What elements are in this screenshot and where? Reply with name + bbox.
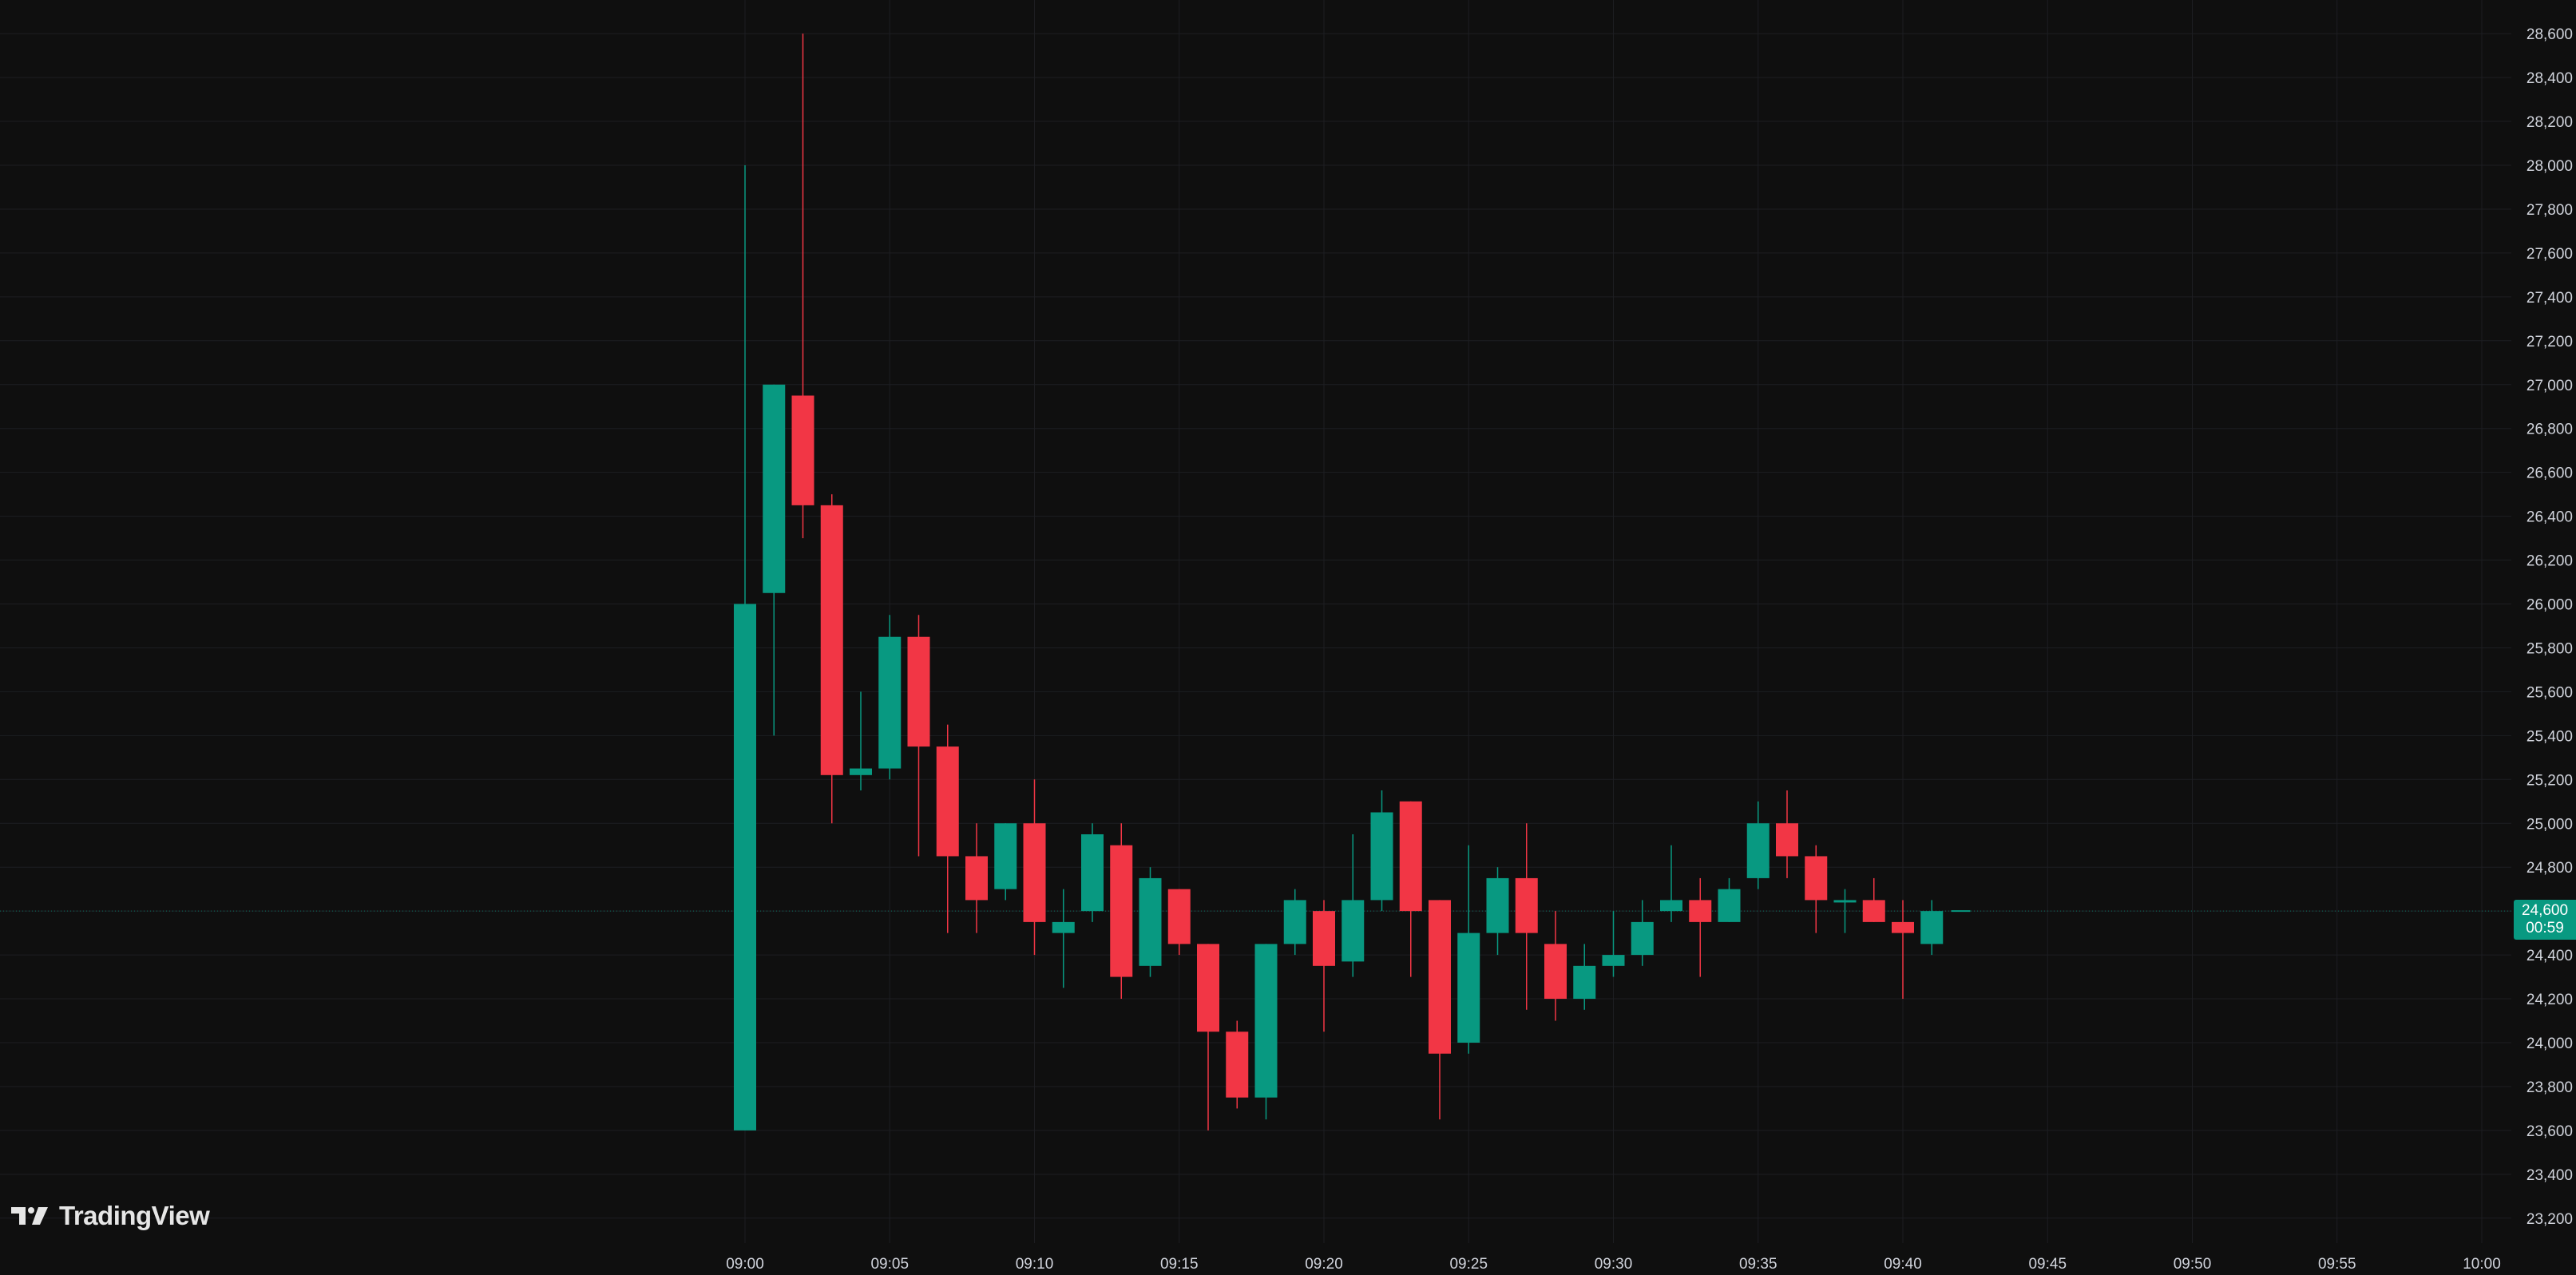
candle-body [1631, 921, 1654, 956]
y-tick-label: 28,000 [2526, 158, 2573, 175]
candle-body [1660, 900, 1682, 912]
x-tick-label: 09:05 [870, 1256, 909, 1273]
candle-body [791, 395, 814, 505]
y-tick-label: 27,800 [2526, 202, 2573, 219]
y-tick-label: 24,200 [2526, 992, 2573, 1008]
candle-body [1226, 1031, 1249, 1098]
y-tick-label: 23,200 [2526, 1211, 2573, 1228]
candle-body [1602, 955, 1625, 966]
candle-body [1342, 900, 1365, 962]
y-tick-label: 27,600 [2526, 246, 2573, 263]
y-tick-label: 28,400 [2526, 70, 2573, 87]
candle-body [1197, 944, 1219, 1032]
y-tick-label: 26,200 [2526, 553, 2573, 570]
y-tick-label: 23,400 [2526, 1167, 2573, 1184]
candle-body [1805, 856, 1828, 901]
candle-body [1370, 812, 1393, 901]
candle-body [734, 604, 756, 1130]
x-tick-label: 09:10 [1016, 1256, 1054, 1273]
candle-body [1862, 900, 1885, 922]
candle-body [1399, 801, 1422, 912]
y-tick-label: 25,400 [2526, 728, 2573, 745]
candle-body [1718, 889, 1741, 922]
y-tick-label: 27,400 [2526, 290, 2573, 307]
y-tick-label: 26,600 [2526, 465, 2573, 482]
candle-body [1486, 877, 1509, 933]
x-tick-label: 09:40 [1884, 1256, 1922, 1273]
candle-body [1167, 889, 1191, 944]
candle-body [1023, 823, 1046, 922]
bar-countdown-label: 00:59 [2526, 920, 2564, 937]
x-tick-label: 09:20 [1305, 1256, 1343, 1273]
x-tick-label: 09:35 [1739, 1256, 1777, 1273]
y-tick-label: 26,400 [2526, 509, 2573, 526]
y-tick-label: 24,800 [2526, 860, 2573, 877]
x-tick-label: 09:30 [1595, 1256, 1633, 1273]
candle-body [1689, 900, 1712, 922]
y-tick-label: 25,000 [2526, 816, 2573, 833]
y-tick-label: 27,000 [2526, 378, 2573, 394]
last-price-badge: 24,600 00:59 [2514, 900, 2576, 940]
candle-body [1746, 823, 1770, 878]
y-tick-label: 24,400 [2526, 948, 2573, 964]
y-tick-label: 26,000 [2526, 597, 2573, 614]
candle-body [763, 384, 786, 593]
candle-body [936, 746, 959, 857]
y-tick-label: 28,600 [2526, 26, 2573, 43]
last-price-label: 24,600 [2521, 902, 2569, 920]
tradingview-logo-icon [11, 1207, 48, 1225]
candle-body [1573, 965, 1596, 1000]
x-tick-label: 09:00 [726, 1256, 764, 1273]
x-tick-label: 09:55 [2318, 1256, 2356, 1273]
candle-body [1544, 944, 1567, 1000]
y-tick-label: 24,000 [2526, 1035, 2573, 1052]
candle-body [850, 768, 872, 775]
candle-body [965, 856, 988, 901]
candle-body [1081, 834, 1104, 912]
candle-body [1429, 900, 1451, 1054]
y-tick-label: 28,200 [2526, 114, 2573, 131]
x-tick-label: 09:15 [1160, 1256, 1199, 1273]
tradingview-logo[interactable]: TradingView [11, 1200, 210, 1232]
candle-body [994, 823, 1017, 889]
x-tick-label: 09:45 [2028, 1256, 2067, 1273]
y-tick-label: 27,200 [2526, 334, 2573, 350]
candle-body [1892, 921, 1914, 933]
y-tick-label: 23,800 [2526, 1079, 2573, 1096]
candle-body [1833, 900, 1857, 903]
candle-body [1110, 845, 1133, 977]
candle-body [1283, 900, 1306, 944]
candle-body [1254, 944, 1278, 1098]
candle-body [878, 636, 902, 769]
x-tick-label: 09:25 [1449, 1256, 1488, 1273]
candle-body [820, 505, 843, 775]
candle-body [1313, 911, 1335, 966]
x-tick-label: 10:00 [2463, 1256, 2501, 1273]
brand-name: TradingView [59, 1201, 210, 1230]
x-tick-label: 09:50 [2174, 1256, 2212, 1273]
y-tick-label: 26,800 [2526, 422, 2573, 438]
candle-body [1776, 823, 1798, 857]
candle-body [907, 636, 930, 747]
y-tick-label: 23,600 [2526, 1123, 2573, 1140]
y-tick-label: 25,200 [2526, 772, 2573, 789]
candle-body [1457, 932, 1480, 1043]
candle-body [1920, 911, 1944, 944]
candle-body [1515, 877, 1538, 933]
y-tick-label: 25,800 [2526, 640, 2573, 657]
candle-body [1052, 921, 1075, 933]
candle-body [1139, 877, 1162, 966]
y-tick-label: 25,600 [2526, 684, 2573, 701]
